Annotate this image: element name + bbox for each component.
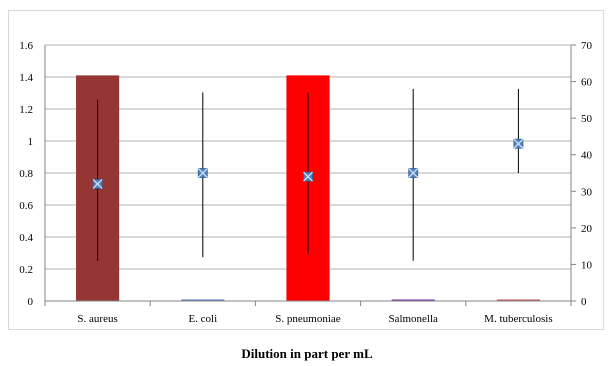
x-axis-title: Dilution in part per mL [241, 346, 373, 361]
x-tick-label: Salmonella [388, 313, 438, 325]
marker-series [92, 138, 524, 189]
y-left-tick-label: 0.4 [19, 232, 33, 244]
y-left-tick-label: 1.2 [19, 104, 33, 116]
x-tick-label: S. aureus [77, 313, 117, 325]
bar [181, 299, 225, 301]
y-right-tick-label: 70 [581, 40, 593, 52]
x-tick-label: M. tuberculosis [484, 313, 552, 325]
marker-cross [92, 179, 103, 189]
y-right-tick-label: 50 [581, 113, 593, 125]
x-tick-label: E. coli [188, 313, 217, 325]
y-left-tick-label: 1 [28, 136, 34, 148]
marker-cross [197, 168, 208, 178]
y-right-tick-label: 20 [581, 223, 593, 235]
y-left-tick-label: 0 [28, 296, 34, 308]
axes [44, 44, 576, 306]
data-point-marker [92, 179, 103, 189]
y-right-tick-label: 60 [581, 77, 593, 89]
y-left-tick-label: 1.6 [19, 40, 33, 52]
data-point-marker [408, 168, 419, 178]
data-point-marker [513, 138, 524, 149]
y-right-tick-label: 30 [581, 186, 593, 198]
y-right-tick-label: 10 [581, 259, 593, 271]
bar [496, 299, 540, 301]
bar [391, 299, 435, 301]
marker-cross [513, 138, 524, 149]
marker-cross [303, 171, 313, 182]
y-left-tick-label: 1.4 [19, 72, 33, 84]
y-left-tick-label: 0.8 [19, 168, 33, 180]
y-right-tick-label: 0 [581, 296, 587, 308]
marker-cross [408, 168, 419, 178]
tick-labels: 0 0.2 0.4 0.6 0.8 1 1.2 1.4 1.6 0 10 20 30 40 50 60 70 S.… [19, 40, 592, 325]
y-right-tick-label: 40 [581, 150, 593, 162]
data-point-marker [197, 168, 208, 178]
x-tick-label: S. pneumoniae [275, 313, 340, 325]
data-point-marker [303, 171, 313, 182]
y-left-tick-label: 0.2 [19, 264, 33, 276]
chart-frame: 0 0.2 0.4 0.6 0.8 1 1.2 1.4 1.6 0 10 20 30 40 50 60 70 S.… [8, 10, 604, 330]
chart-plot: 0 0.2 0.4 0.6 0.8 1 1.2 1.4 1.6 0 10 20 30 40 50 60 70 S.… [19, 40, 592, 325]
y-left-tick-label: 0.6 [19, 200, 33, 212]
